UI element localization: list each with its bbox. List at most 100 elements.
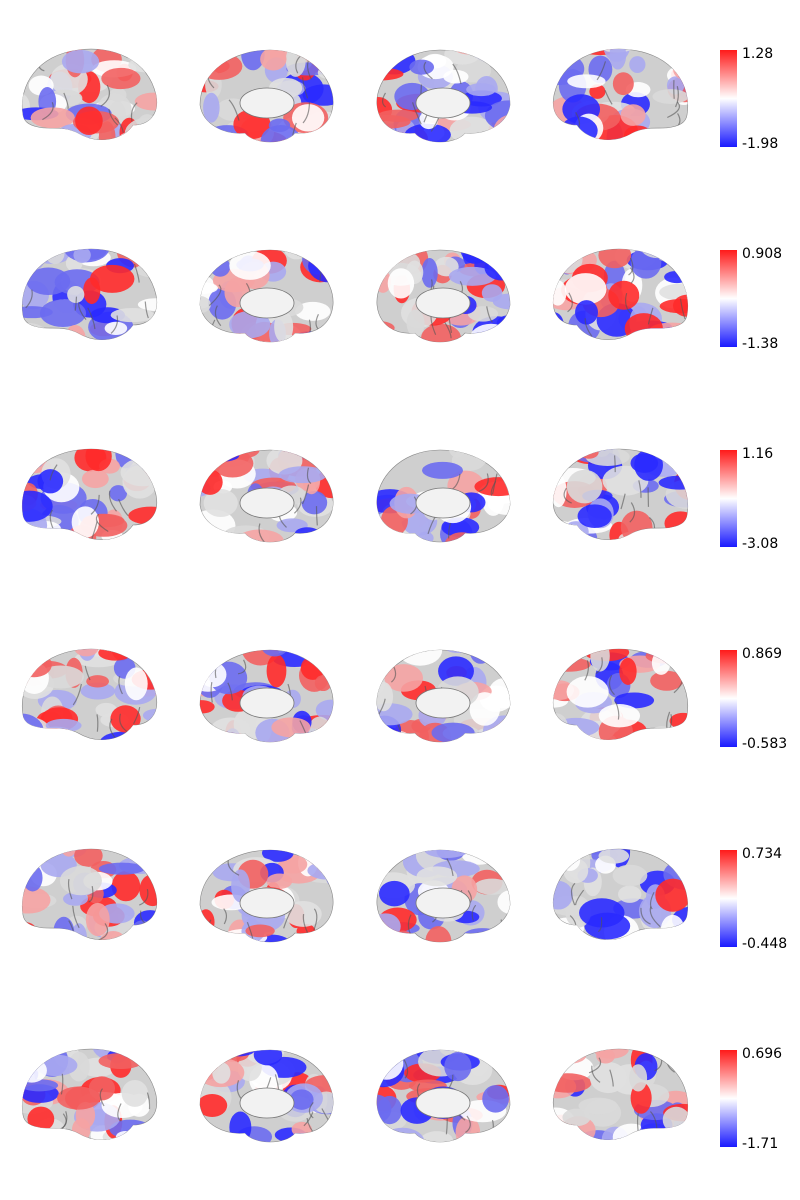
parcel: [200, 909, 215, 936]
parcel: [253, 1050, 283, 1066]
parcel: [135, 262, 157, 278]
sulcus: [638, 480, 642, 498]
sulcus: [302, 77, 309, 99]
parcel: [261, 650, 289, 657]
sulcus: [649, 892, 655, 910]
parcel: [317, 66, 334, 80]
parcel: [29, 930, 68, 940]
brain: [376, 849, 511, 943]
colorbar-min-label: -3.08: [742, 536, 778, 552]
medial-wall: [239, 87, 295, 119]
brain: [552, 848, 689, 940]
colorbar-max-label: 0.696: [742, 1046, 782, 1062]
parcel: [63, 337, 88, 340]
sulcus: [679, 298, 686, 320]
sulcus: [139, 888, 149, 906]
sulcus: [114, 117, 124, 133]
medial-wall: [415, 1087, 471, 1119]
sulcus: [452, 63, 462, 84]
parcel: [308, 716, 331, 742]
parcel: [553, 727, 586, 740]
parcel: [612, 72, 634, 96]
parcel: [617, 735, 661, 740]
parcel: [590, 649, 610, 672]
parcel: [469, 692, 500, 726]
parcel: [629, 56, 646, 73]
sulcus: [72, 905, 80, 929]
sulcus: [118, 498, 129, 517]
brain: [21, 1048, 158, 1140]
parcel: [376, 67, 404, 81]
parcel: [134, 92, 157, 111]
parcel: [620, 104, 646, 126]
parcel: [308, 250, 334, 283]
sulcus: [588, 1057, 602, 1074]
sulcus: [87, 307, 96, 330]
parcel: [22, 449, 43, 464]
parcel: [473, 450, 510, 457]
brain: [21, 248, 158, 340]
parcel: [609, 49, 627, 70]
parcel: [268, 118, 291, 132]
colorbar-max-label: 1.28: [742, 46, 773, 62]
parcel: [566, 676, 609, 708]
parcel: [620, 510, 653, 540]
parcel: [202, 50, 222, 62]
medial-wall: [239, 687, 295, 719]
parcel: [325, 860, 334, 888]
parcel: [140, 522, 157, 540]
sulcus: [609, 1069, 614, 1087]
parcel: [211, 1133, 244, 1142]
parcel: [22, 449, 39, 455]
parcel: [448, 450, 467, 458]
parcel: [376, 729, 404, 742]
sulcus: [446, 858, 454, 877]
parcel: [30, 107, 75, 129]
parcel: [89, 264, 135, 293]
brain: [21, 48, 158, 140]
parcel: [74, 649, 99, 657]
parcel: [200, 469, 223, 495]
parcel: [406, 309, 425, 337]
parcel: [444, 1051, 472, 1082]
sulcus: [640, 907, 651, 925]
colorbar-min-label: -1.38: [742, 336, 778, 352]
parcel: [128, 57, 157, 73]
sulcus: [205, 919, 212, 938]
parcel: [22, 452, 44, 469]
medial-wall: [415, 687, 471, 719]
parcel: [46, 331, 68, 340]
sulcus: [117, 1103, 122, 1122]
sulcus: [258, 523, 267, 542]
parcel: [431, 722, 475, 742]
sulcus: [27, 1056, 31, 1075]
parcel: [444, 650, 471, 654]
sulcus: [96, 714, 99, 732]
parcel: [121, 1080, 149, 1107]
parcel: [664, 270, 688, 284]
parcel: [376, 1094, 392, 1124]
parcel: [98, 862, 145, 875]
parcel: [45, 718, 82, 733]
parcel: [655, 1049, 681, 1058]
parcel: [83, 277, 101, 305]
medial-wall: [239, 887, 295, 919]
parcel: [200, 922, 212, 938]
sulcus: [649, 906, 661, 928]
parcel: [625, 731, 661, 740]
parcel: [309, 252, 334, 265]
sulcus: [647, 307, 654, 325]
parcel: [384, 1050, 415, 1057]
brain: [21, 448, 158, 540]
parcel: [387, 268, 415, 299]
sulcus: [99, 1088, 105, 1107]
parcel: [397, 650, 443, 666]
brain: [552, 448, 689, 540]
sulcus: [228, 99, 240, 121]
sulcus: [674, 86, 679, 108]
parcel: [661, 725, 686, 740]
parcel: [652, 89, 688, 104]
parcel: [416, 866, 458, 887]
parcel: [124, 667, 148, 701]
parcel: [660, 849, 688, 860]
